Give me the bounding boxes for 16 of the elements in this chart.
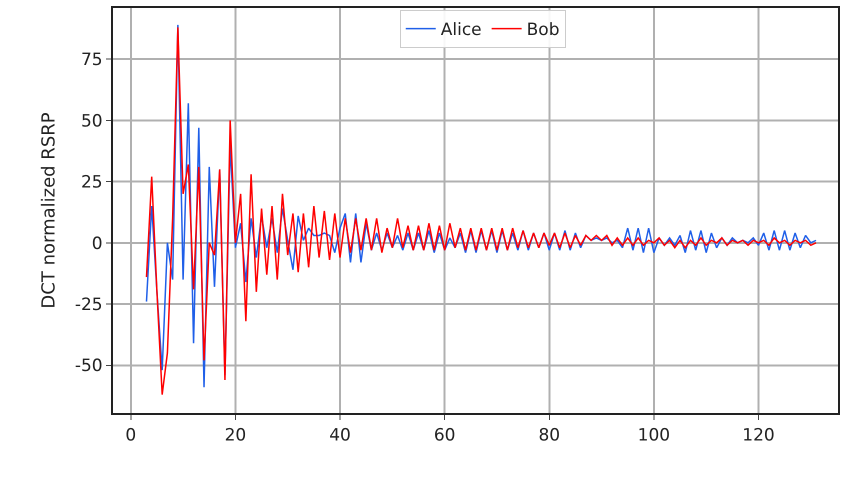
y-tick-label: 25 bbox=[80, 172, 103, 193]
y-axis-title: DCT normalized RSRP bbox=[38, 112, 60, 309]
x-tick-label: 0 bbox=[125, 425, 136, 446]
x-tick-label: 80 bbox=[538, 425, 560, 446]
x-tick-label: 60 bbox=[434, 425, 456, 446]
x-tick-label: 120 bbox=[742, 425, 775, 446]
y-tick-label: -25 bbox=[74, 294, 103, 315]
y-tick-label: 75 bbox=[80, 50, 103, 70]
x-tick-label: 20 bbox=[224, 425, 246, 446]
legend-label: Bob bbox=[526, 20, 560, 40]
legend-label: Alice bbox=[440, 20, 482, 40]
x-tick-label: 100 bbox=[638, 425, 670, 446]
y-tick-label: 50 bbox=[80, 111, 103, 132]
y-tick-label: -50 bbox=[74, 356, 103, 376]
x-tick-label: 40 bbox=[329, 425, 351, 446]
y-tick-label: 0 bbox=[92, 234, 103, 254]
